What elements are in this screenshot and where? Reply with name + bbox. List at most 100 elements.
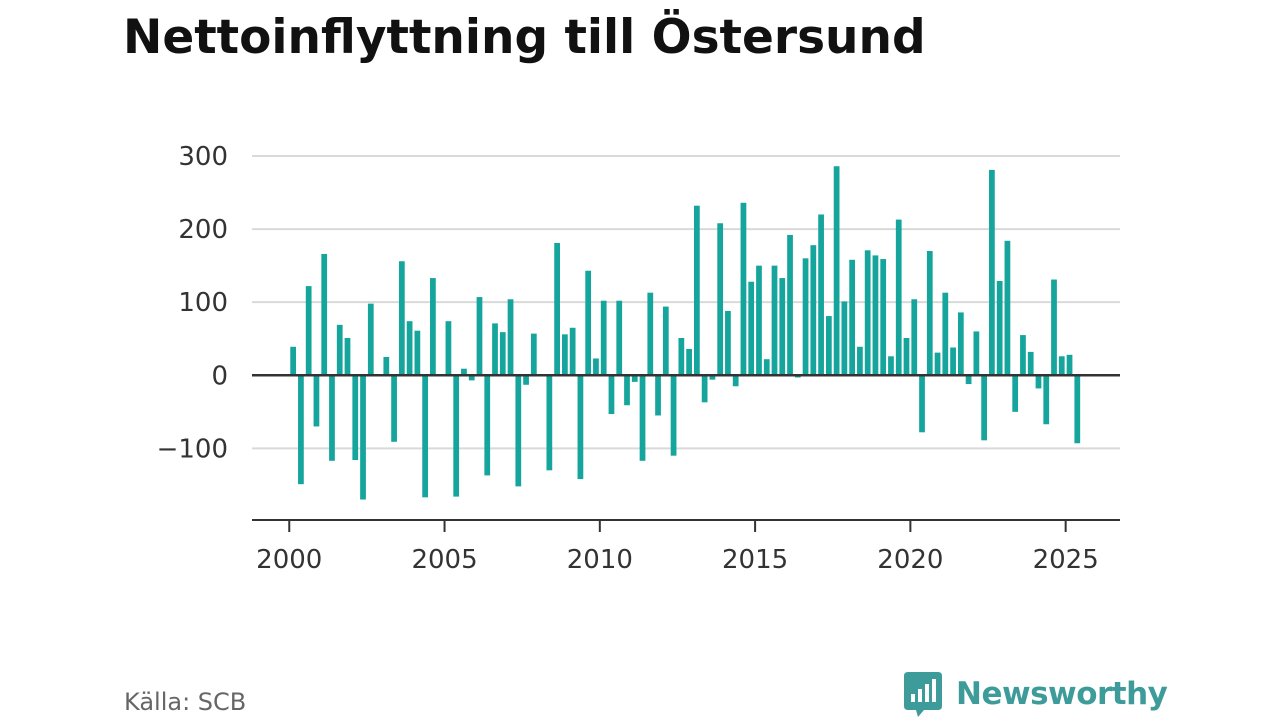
bar — [996, 280, 1003, 376]
x-tick-label: 2000 — [256, 545, 322, 575]
y-tick-label: 200 — [178, 215, 228, 245]
bar — [802, 258, 809, 376]
bar — [461, 368, 467, 376]
x-tick-label: 2005 — [411, 545, 477, 575]
bar — [406, 321, 413, 376]
bar — [647, 292, 654, 376]
bar — [329, 375, 335, 461]
bar — [903, 338, 910, 376]
bar — [631, 375, 638, 382]
bar — [468, 375, 475, 381]
bar — [600, 300, 607, 376]
bar — [367, 303, 374, 376]
bar — [305, 286, 312, 376]
bar — [298, 375, 304, 485]
x-tick-label: 2015 — [722, 545, 788, 575]
bar — [1035, 375, 1042, 389]
bar — [476, 297, 483, 376]
bar — [779, 278, 786, 376]
bar — [1004, 240, 1011, 376]
bar — [756, 265, 762, 376]
bar — [593, 358, 599, 376]
bar — [934, 352, 941, 376]
bar — [701, 375, 708, 403]
bar — [888, 356, 894, 376]
bar — [360, 375, 366, 500]
bar — [1074, 375, 1081, 444]
bar — [430, 278, 436, 376]
bar — [740, 202, 747, 376]
bar — [763, 359, 770, 376]
bar — [414, 330, 421, 376]
bar — [818, 214, 824, 376]
bar — [655, 375, 661, 416]
gridlines — [252, 155, 1120, 450]
bar — [670, 375, 677, 456]
bar — [383, 357, 390, 376]
bar — [895, 219, 902, 376]
bar — [562, 334, 568, 376]
bar — [445, 321, 452, 376]
bar — [321, 253, 328, 376]
x-tick-label: 2020 — [877, 545, 943, 575]
bar — [849, 259, 856, 376]
bar — [515, 375, 522, 487]
y-tick-label: −100 — [157, 434, 228, 464]
bar — [678, 338, 685, 376]
bar — [422, 375, 429, 498]
bar — [523, 375, 529, 385]
bar — [344, 338, 351, 376]
bar — [313, 375, 320, 427]
bar — [841, 301, 848, 376]
bar — [639, 375, 646, 461]
bar — [624, 375, 630, 406]
bar — [530, 333, 537, 376]
source-note: Källa: SCB — [124, 688, 247, 716]
bar — [352, 375, 359, 461]
bar — [748, 281, 755, 376]
bar — [825, 316, 832, 376]
bar-chart-speech-bubble-icon — [904, 672, 942, 717]
bar — [608, 375, 615, 415]
y-tick-label: 0 — [211, 361, 228, 391]
bar — [864, 250, 871, 376]
bar — [1051, 279, 1057, 376]
bar — [499, 332, 506, 376]
bar — [662, 306, 669, 376]
bar — [880, 259, 887, 376]
bar — [1043, 375, 1050, 425]
bar — [725, 310, 731, 376]
bar — [577, 375, 584, 480]
bar — [709, 375, 716, 380]
bar — [810, 245, 817, 376]
bar — [957, 312, 964, 376]
bar — [398, 261, 405, 376]
bar — [290, 346, 297, 376]
bar — [686, 348, 692, 376]
x-tick-label: 2010 — [567, 545, 633, 575]
bar — [546, 375, 553, 471]
chart-title: Nettoinflyttning till Östersund — [123, 10, 926, 65]
bar — [616, 300, 623, 376]
bar — [492, 323, 498, 376]
bar — [732, 375, 739, 387]
bar — [926, 251, 933, 376]
bar — [693, 205, 700, 376]
bar — [981, 375, 988, 441]
bar — [973, 331, 980, 376]
bar — [554, 242, 560, 376]
bar — [336, 324, 343, 376]
bar — [833, 166, 840, 376]
bar — [1012, 375, 1019, 412]
bar — [1027, 351, 1034, 376]
bar — [569, 327, 576, 376]
bar — [857, 346, 863, 376]
bar — [1058, 356, 1065, 376]
y-tick-labels: 300 200 100 0 −100 — [157, 142, 228, 464]
x-tick-label: 2025 — [1033, 545, 1099, 575]
bar — [391, 375, 397, 442]
bar — [771, 265, 778, 376]
y-tick-label: 300 — [178, 142, 228, 172]
bar — [585, 270, 592, 376]
bar — [507, 299, 514, 376]
